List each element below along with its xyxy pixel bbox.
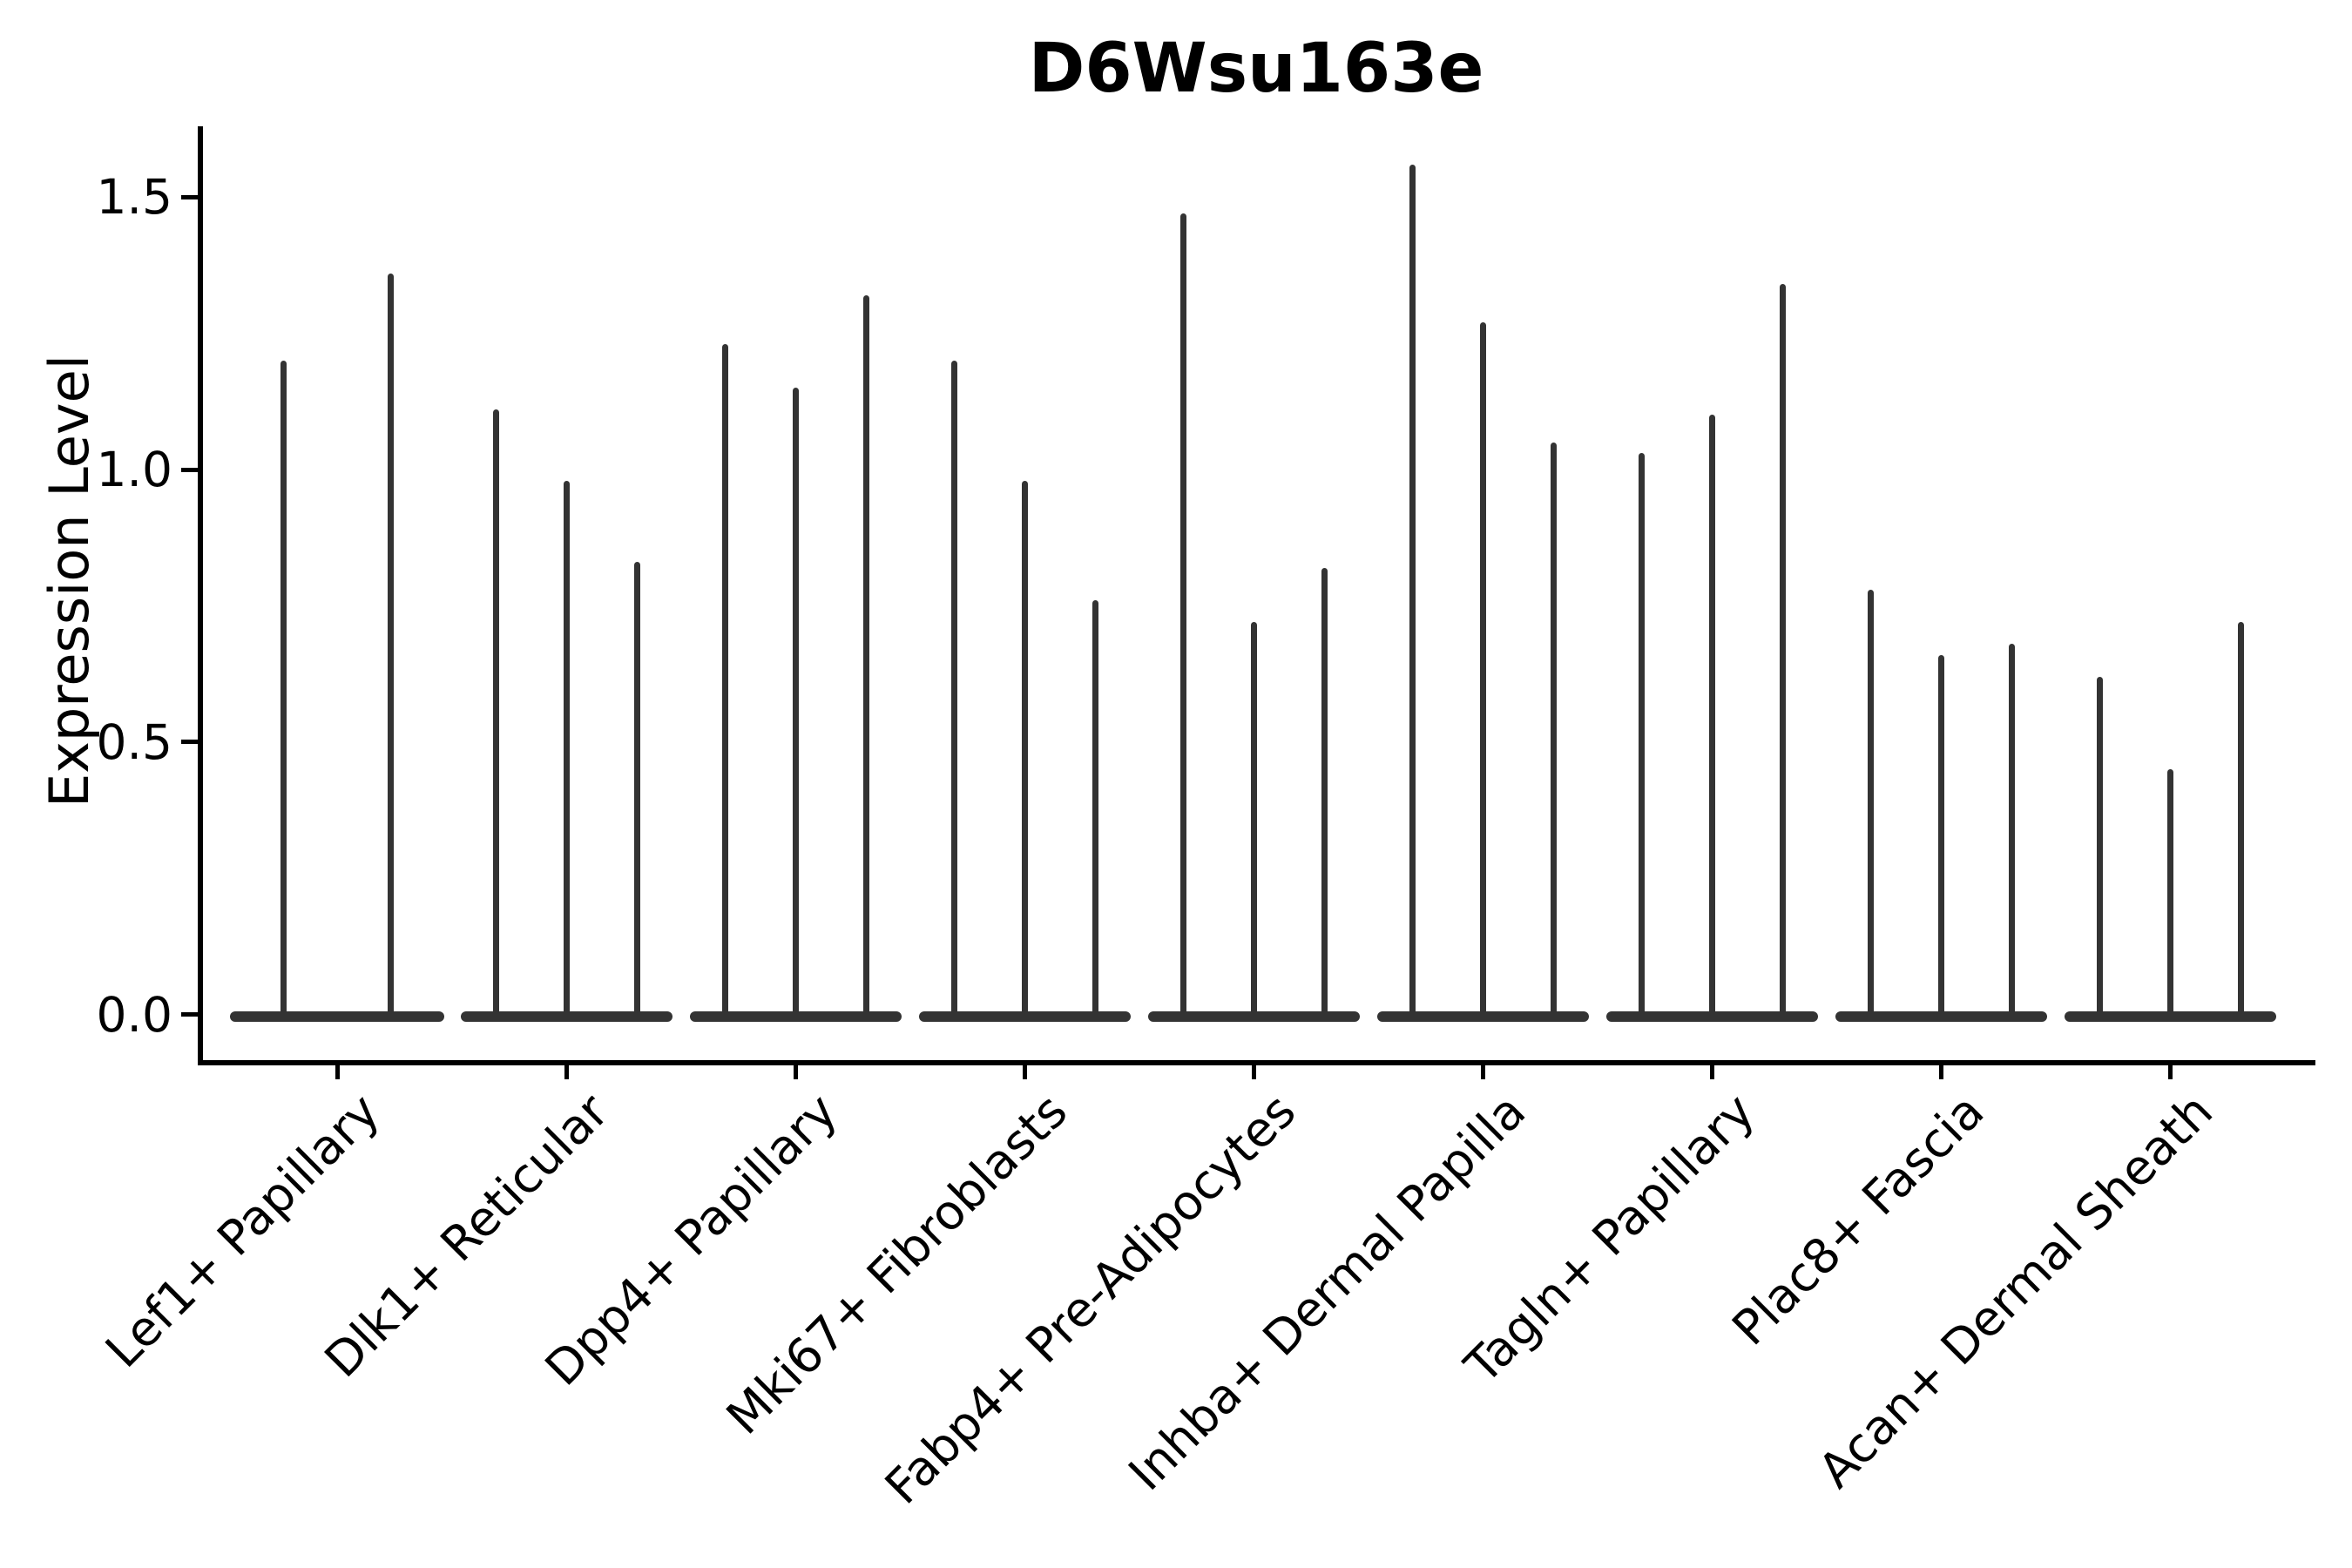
violin-spike <box>2097 676 2104 1022</box>
violin-spike <box>2167 769 2174 1022</box>
violin-spike <box>792 388 799 1022</box>
x-tick-label: Acan+ Dermal Sheath <box>1808 1083 2224 1499</box>
y-tick-mark <box>181 467 198 472</box>
violin-spike <box>1179 213 1186 1022</box>
violin-spike <box>721 344 728 1022</box>
violin-spike <box>280 360 287 1022</box>
x-tick-mark <box>1022 1065 1027 1079</box>
x-tick-mark <box>1710 1065 1715 1079</box>
violin-spike <box>1868 589 1875 1022</box>
violin-spike <box>1480 322 1486 1022</box>
y-tick-mark <box>181 1012 198 1017</box>
x-tick-mark <box>335 1065 340 1079</box>
violin-spike <box>1409 164 1416 1022</box>
y-tick-label: 1.5 <box>96 169 172 226</box>
violin-spike <box>633 562 640 1022</box>
violin-spike <box>1709 415 1716 1022</box>
bottom-spine <box>198 1060 2315 1065</box>
violin-spike <box>1021 480 1028 1022</box>
x-tick-mark <box>1251 1065 1256 1079</box>
x-tick-label: Fabp4+ Pre-Adipocytes <box>875 1083 1307 1515</box>
violin-spike <box>1780 284 1787 1022</box>
x-tick-mark <box>564 1065 569 1079</box>
x-tick-mark <box>2168 1065 2173 1079</box>
violin-spike <box>2238 622 2245 1022</box>
y-tick-label: 0.0 <box>96 986 172 1043</box>
x-tick-mark <box>1939 1065 1944 1079</box>
left-spine <box>198 126 203 1065</box>
violin-spike <box>862 294 869 1022</box>
y-tick-label: 1.0 <box>96 442 172 497</box>
x-tick-mark <box>1481 1065 1485 1079</box>
y-tick-mark <box>181 740 198 745</box>
violin-spike <box>1639 453 1646 1022</box>
violin-spike <box>950 360 957 1022</box>
x-tick-mark <box>793 1065 798 1079</box>
violin-spike <box>1092 600 1098 1022</box>
violin-spike <box>1250 622 1257 1022</box>
violin-spike <box>492 409 499 1022</box>
y-tick-mark <box>181 194 198 199</box>
violin-spike <box>388 273 394 1022</box>
violin-spike <box>2009 644 2016 1022</box>
chart-title: D6Wsu163e <box>1028 30 1484 108</box>
violin-spike <box>1321 567 1328 1022</box>
violin-base <box>230 1011 444 1022</box>
violin-spike <box>1938 654 1945 1022</box>
violin-spike <box>563 480 570 1022</box>
violin-spike <box>1551 442 1557 1022</box>
x-tick-label: Inhba+ Dermal Papilla <box>1117 1083 1536 1502</box>
y-tick-label: 0.5 <box>96 713 172 770</box>
